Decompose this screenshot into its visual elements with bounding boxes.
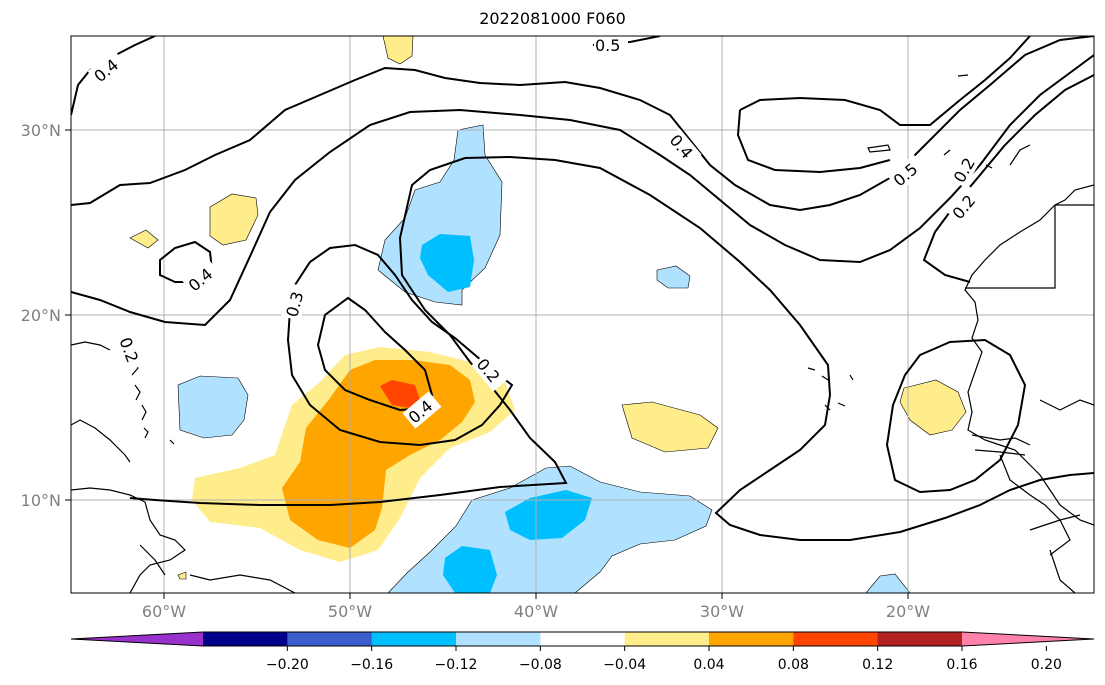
fill-positive-strong xyxy=(380,380,420,408)
colorbar-outline xyxy=(70,631,1095,647)
coastline-island xyxy=(943,149,951,156)
contour-line xyxy=(885,338,1027,494)
lon-tick-label: 50°W xyxy=(328,602,372,621)
coastline-island xyxy=(141,404,147,421)
fill-positive-light xyxy=(899,379,967,436)
colorbar-tick-label: −0.20 xyxy=(266,657,309,673)
coastline-island xyxy=(807,367,816,371)
fill-positive-light xyxy=(129,229,159,249)
coastline-island xyxy=(957,74,969,77)
colorbar-segment xyxy=(287,632,373,646)
coastline-border xyxy=(1049,549,1076,593)
coastline-island xyxy=(134,384,141,401)
coastline-border xyxy=(1039,399,1094,411)
fill-positive-light xyxy=(621,401,719,453)
colorbar-tick-label: 0.04 xyxy=(693,657,724,673)
coastline-border xyxy=(999,454,1071,556)
colorbar-tick-label: −0.12 xyxy=(435,657,478,673)
lon-tick-label: 30°W xyxy=(700,602,744,621)
coastline-south-america xyxy=(189,574,296,593)
coastline-island xyxy=(837,402,846,407)
fill-positive-light xyxy=(209,193,259,246)
colorbar-tick-label: 0.20 xyxy=(1031,657,1062,673)
filled-anomaly-layer xyxy=(129,36,967,593)
coastline-island xyxy=(821,375,829,381)
fill-negative-medium xyxy=(420,234,474,292)
coastline-border xyxy=(139,544,166,576)
lat-tick-labels: 30°N 20°N 10°N xyxy=(21,121,61,510)
contour-line xyxy=(739,36,1031,126)
coastline-south-america xyxy=(71,487,186,593)
lat-tick-label: 30°N xyxy=(21,121,61,140)
colorbar-tick-label: −0.08 xyxy=(519,657,562,673)
contour-line xyxy=(736,109,891,174)
contour-line xyxy=(71,54,1094,327)
colorbar-extend-high xyxy=(962,632,1094,646)
colorbar-tick-label: 0.12 xyxy=(862,657,893,673)
map-title: 2022081000 F060 xyxy=(479,9,626,28)
contour-label: 0.5 xyxy=(595,36,620,55)
coastline-border xyxy=(965,205,1056,289)
colorbar-segment xyxy=(203,632,288,646)
fill-positive-light xyxy=(177,571,187,580)
coastline-island xyxy=(71,341,111,351)
lon-tick-label: 60°W xyxy=(142,602,186,621)
colorbar-segment xyxy=(456,632,541,646)
lon-tick-labels: 60°W 50°W 40°W 30°W 20°W xyxy=(142,602,930,621)
colorbar-segment xyxy=(793,632,879,646)
colorbar-tick-label: 0.08 xyxy=(778,657,809,673)
contour-line xyxy=(71,36,1094,212)
coastline-island xyxy=(867,144,891,153)
contour-line xyxy=(129,155,1094,541)
colorbar-segment xyxy=(877,632,963,646)
colorbar-segment xyxy=(709,632,794,646)
fill-negative-medium xyxy=(443,546,497,593)
contour-labels: 0.5 0.4 0.4 0.5 0.2 0.2 0.4 0.3 0.2 0.4 … xyxy=(87,34,984,429)
colorbar-extend-low xyxy=(71,632,203,646)
lat-tick-label: 10°N xyxy=(21,491,61,510)
coastline-border xyxy=(1009,144,1031,166)
coastline-island xyxy=(71,419,131,463)
fill-positive-light xyxy=(382,36,414,65)
coastline-border xyxy=(974,449,1026,456)
fill-negative-light xyxy=(656,265,691,289)
coastline-africa xyxy=(964,184,1094,526)
fill-negative-light xyxy=(865,573,911,593)
colorbar-segment xyxy=(371,632,457,646)
contour-layer xyxy=(71,36,1094,541)
fill-negative-light xyxy=(177,375,249,439)
lon-tick-label: 20°W xyxy=(886,602,930,621)
colorbar-tick-label: 0.16 xyxy=(946,657,977,673)
colorbar-segment xyxy=(540,632,626,646)
colorbar-segment xyxy=(624,632,710,646)
coastline-island xyxy=(169,439,175,445)
colorbar: −0.20 −0.16 −0.12 −0.08 −0.04 0.04 0.08 0.12 0.1… xyxy=(70,631,1095,673)
colorbar-tick-label: −0.04 xyxy=(603,657,646,673)
fill-negative-medium xyxy=(505,490,592,540)
coastline-border xyxy=(971,434,1031,446)
lat-tick-label: 20°N xyxy=(21,306,61,325)
coastline-island xyxy=(849,374,854,381)
coastline-island xyxy=(143,427,149,439)
colorbar-tick-label: −0.16 xyxy=(350,657,393,673)
axis-ticks xyxy=(65,129,909,599)
lon-tick-label: 40°W xyxy=(514,602,558,621)
coastline-border xyxy=(1029,514,1081,531)
